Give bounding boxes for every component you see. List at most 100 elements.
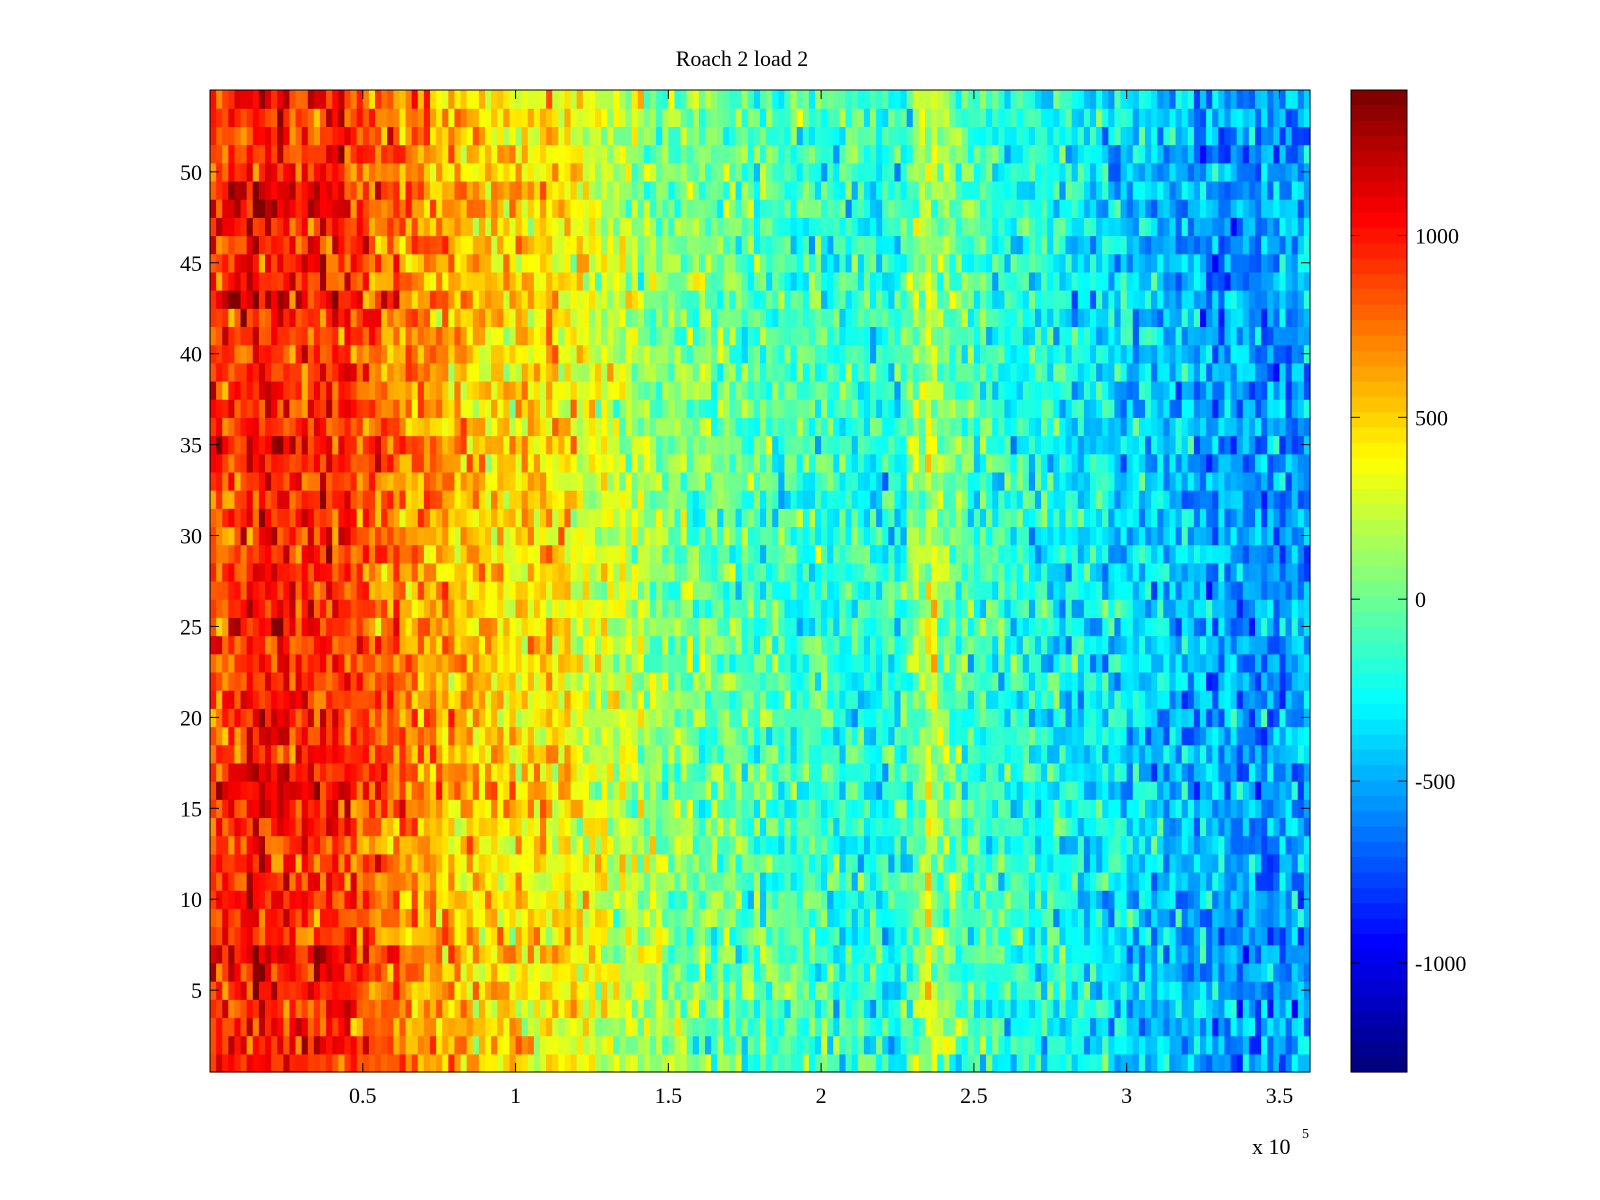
heatmap-cell (320, 962, 327, 982)
heatmap-cell (436, 944, 443, 964)
heatmap-cell (466, 726, 474, 746)
heatmap-cell (289, 744, 297, 764)
heatmap-cell (564, 781, 572, 800)
heatmap-cell (417, 853, 425, 873)
heatmap-cell (870, 1035, 877, 1055)
heatmap-cell (815, 781, 822, 800)
heatmap-cell (674, 744, 682, 764)
heatmap-cell (258, 1035, 266, 1055)
heatmap-cell (1291, 635, 1299, 655)
heatmap-cell (228, 562, 236, 582)
heatmap-cell (448, 744, 456, 764)
heatmap-cell (1145, 635, 1152, 655)
heatmap-cell (973, 781, 981, 800)
heatmap-cell (210, 599, 217, 618)
heatmap-cell (766, 890, 773, 909)
heatmap-cell (631, 1017, 639, 1037)
heatmap-cell (680, 799, 688, 819)
heatmap-cell (778, 799, 786, 819)
heatmap-cell (1267, 835, 1274, 855)
heatmap-cell (900, 962, 908, 982)
heatmap-cell (796, 726, 804, 746)
heatmap-cell (252, 762, 260, 782)
heatmap-cell (1096, 981, 1103, 1000)
heatmap-cell (643, 981, 651, 1000)
heatmap-cell (625, 653, 633, 673)
heatmap-cell (271, 962, 278, 982)
heatmap-cell (393, 599, 401, 618)
heatmap-cell (796, 562, 804, 582)
heatmap-cell (558, 1053, 566, 1073)
heatmap-cell (1200, 671, 1207, 691)
heatmap-cell (851, 1053, 859, 1073)
heatmap-cell (381, 962, 388, 982)
heatmap-cell (949, 671, 957, 691)
heatmap-cell (1261, 962, 1268, 982)
heatmap-cell (802, 581, 810, 600)
heatmap-cell (1157, 871, 1164, 891)
heatmap-cell (442, 944, 449, 964)
heatmap-cell (1096, 853, 1103, 873)
heatmap-cell (1248, 581, 1256, 600)
heatmap-cell (643, 744, 651, 764)
heatmap-cell (1242, 853, 1250, 873)
heatmap-cell (442, 853, 449, 873)
heatmap-cell (258, 871, 266, 891)
heatmap-cell (1071, 999, 1079, 1019)
heatmap-cell (265, 781, 272, 800)
heatmap-cell (1096, 871, 1103, 891)
heatmap-cell (1010, 762, 1018, 782)
heatmap-cell (613, 690, 621, 709)
heatmap-cell (625, 708, 633, 728)
heatmap-cell (1028, 999, 1036, 1019)
heatmap-cell (808, 581, 816, 600)
heatmap-cell (1291, 781, 1299, 800)
heatmap-cell (1047, 981, 1054, 1000)
heatmap-cell (436, 762, 443, 782)
heatmap-cell (1193, 835, 1201, 855)
heatmap-cell (778, 890, 786, 909)
heatmap-cell (815, 744, 822, 764)
heatmap-cell (808, 1017, 816, 1037)
heatmap-cell (808, 999, 816, 1019)
heatmap-cell (1077, 890, 1085, 909)
heatmap-cell (674, 981, 682, 1000)
heatmap-cell (1077, 871, 1085, 891)
heatmap-cell (845, 562, 853, 582)
heatmap-cell (1151, 890, 1158, 909)
heatmap-cell (790, 890, 798, 909)
heatmap-cell (485, 726, 492, 746)
heatmap-cell (1071, 817, 1079, 837)
heatmap-cell (485, 890, 492, 909)
heatmap-cell (857, 762, 865, 782)
heatmap-cell (491, 853, 498, 873)
heatmap-cell (472, 726, 480, 746)
heatmap-cell (393, 853, 401, 873)
heatmap-cell (552, 635, 559, 655)
heatmap-cell (436, 981, 443, 1000)
heatmap-cell (228, 944, 236, 964)
heatmap-cell (784, 653, 792, 673)
heatmap-cell (1193, 1053, 1201, 1073)
heatmap-cell (271, 853, 278, 873)
heatmap-cell (1193, 817, 1201, 837)
heatmap-cell (1090, 671, 1097, 691)
heatmap-cell (320, 562, 327, 582)
heatmap-cell (821, 781, 828, 800)
heatmap-cell (949, 690, 957, 709)
heatmap-cell (986, 1017, 993, 1037)
heatmap-cell (515, 853, 523, 873)
heatmap-cell (1059, 1035, 1067, 1055)
heatmap-cell (607, 817, 614, 837)
heatmap-cell (362, 1017, 370, 1037)
heatmap-cell (650, 1035, 657, 1055)
heatmap-cell (925, 999, 932, 1019)
heatmap-cell (558, 853, 566, 873)
heatmap-cell (436, 744, 443, 764)
heatmap-cell (228, 999, 236, 1019)
heatmap-cell (417, 581, 425, 600)
heatmap-cell (503, 962, 511, 982)
heatmap-cell (405, 671, 413, 691)
heatmap-cell (240, 944, 248, 964)
heatmap-cell (497, 617, 504, 637)
